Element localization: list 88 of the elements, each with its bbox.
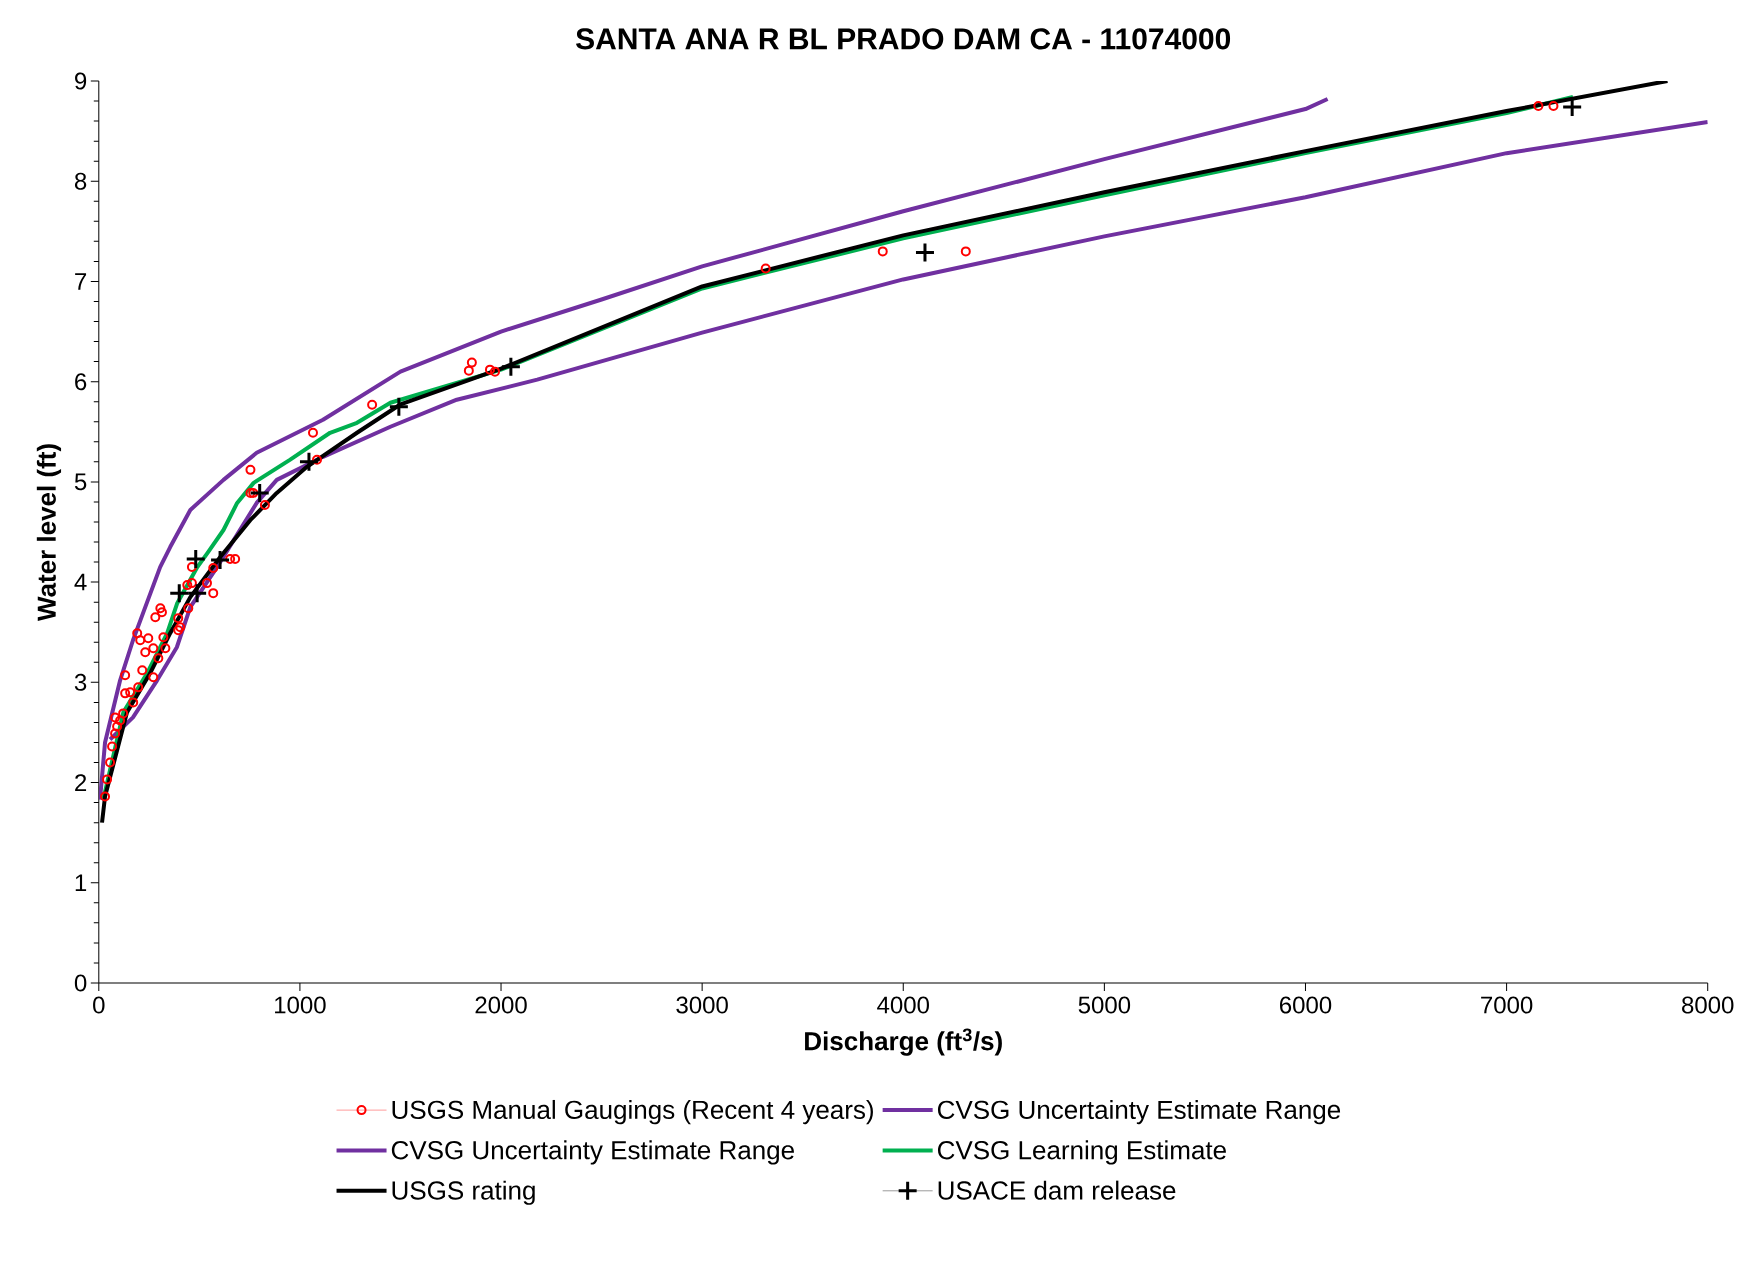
- x-tick-label: 0: [93, 996, 105, 1014]
- point: [110, 712, 121, 723]
- point: [148, 643, 159, 654]
- point: [960, 246, 971, 257]
- point: [489, 366, 500, 377]
- point: [155, 603, 166, 614]
- point: [160, 643, 171, 654]
- point: [259, 499, 270, 510]
- point: [1533, 101, 1544, 112]
- point: [125, 687, 136, 698]
- y-tick-label: 1: [75, 874, 87, 892]
- point: [914, 241, 936, 263]
- x-tick-label: 4000: [877, 996, 929, 1014]
- legend-label: USGS rating: [392, 1180, 535, 1205]
- point: [158, 632, 169, 643]
- point: [484, 364, 495, 375]
- y-tick-label: 2: [75, 774, 87, 791]
- point: [185, 548, 207, 570]
- point: [110, 728, 121, 739]
- point: [202, 578, 212, 589]
- legend-label: USACE dam release: [938, 1180, 1176, 1200]
- point: [120, 670, 131, 681]
- x-tick-label: 1000: [275, 996, 326, 1014]
- y-tick-label: 6: [75, 373, 87, 391]
- legend-label: CVSG Learning Estimate: [937, 1140, 1226, 1165]
- point: [230, 554, 241, 565]
- y-tick-label: 0: [74, 974, 87, 992]
- x-tick-label: 8000: [1682, 996, 1734, 1014]
- point: [132, 628, 143, 639]
- point: [140, 647, 151, 658]
- x-tick-label: 2000: [475, 996, 527, 1014]
- point: [186, 582, 208, 604]
- y-tick-label: 8: [74, 172, 87, 190]
- point: [307, 427, 318, 438]
- point: [208, 563, 219, 574]
- point: [133, 682, 144, 693]
- x-tick-label: 6000: [1280, 996, 1332, 1014]
- y-tick-label: 4: [74, 573, 87, 591]
- point: [877, 246, 888, 257]
- point: [173, 613, 184, 624]
- chart-title: SANTA ANA R BL PRADO DAM CA - 11074000: [575, 28, 1231, 50]
- point: [118, 708, 129, 719]
- point: [186, 578, 197, 589]
- point: [120, 688, 131, 699]
- point: [128, 697, 139, 708]
- point: [208, 588, 219, 599]
- point: [102, 774, 113, 785]
- point: [367, 399, 378, 410]
- point: [168, 582, 190, 604]
- y-axis-title: Water level (ft): [36, 444, 62, 622]
- point: [137, 665, 148, 676]
- point: [143, 633, 154, 644]
- point: [150, 612, 161, 623]
- point: [156, 607, 167, 618]
- point: [225, 554, 236, 565]
- y-tick-label: 7: [75, 273, 87, 290]
- point: [153, 653, 164, 664]
- point: [182, 580, 193, 591]
- point: [115, 715, 126, 726]
- legend-label: CVSG Uncertainty Estimate Range: [937, 1099, 1341, 1125]
- y-tick-label: 5: [74, 473, 87, 491]
- point: [1548, 101, 1559, 112]
- point: [186, 562, 197, 573]
- y-tick-label: 3: [74, 673, 87, 691]
- point: [100, 791, 111, 802]
- point: [466, 357, 477, 368]
- point: [500, 356, 522, 378]
- legend-label: CVSG Uncertainty Estimate Range: [391, 1140, 794, 1165]
- point: [105, 757, 116, 768]
- x-axis-title: Discharge (ft$^{3}$/s): [805, 1028, 1002, 1056]
- point: [183, 603, 194, 614]
- y-tick-label: 9: [75, 72, 87, 90]
- point: [107, 741, 118, 752]
- x-tick-label: 5000: [1078, 996, 1131, 1014]
- point: [388, 396, 410, 418]
- point: [245, 464, 256, 475]
- point: [135, 635, 146, 646]
- point: [249, 482, 271, 504]
- point: [760, 263, 771, 274]
- point: [112, 721, 123, 732]
- point: [463, 365, 474, 376]
- legend-label: USGS Manual Gaugings (Recent 4 years): [392, 1099, 873, 1125]
- point: [148, 672, 159, 683]
- x-tick-label: 7000: [1481, 996, 1533, 1014]
- x-tick-label: 3000: [676, 996, 728, 1014]
- point: [209, 549, 231, 571]
- point: [312, 454, 323, 465]
- point: [298, 451, 320, 473]
